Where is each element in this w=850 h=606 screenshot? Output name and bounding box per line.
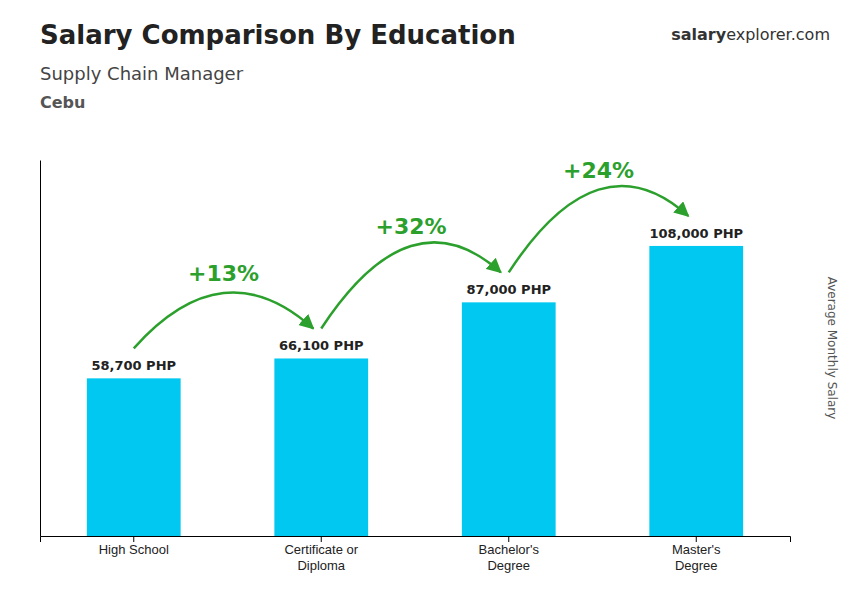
x-axis-line: [41, 537, 791, 543]
subtitle: Supply Chain Manager: [40, 63, 244, 84]
bar: [462, 302, 556, 536]
x-tick-label-line: Master's: [672, 542, 721, 557]
x-tick: Bachelor'sDegree: [479, 536, 540, 573]
arrow: [509, 186, 689, 272]
chart: Salary Comparison By Education Supply Cha…: [0, 0, 850, 606]
plot: High School Certificate orDiploma Bachelor…: [41, 158, 791, 573]
y-axis-title: Average Monthly Salary: [825, 277, 839, 420]
arrow-label: +24%: [563, 158, 634, 183]
annotations: +13% +32% +24%: [134, 158, 689, 349]
x-tick-label: High School: [99, 542, 169, 557]
bars: [87, 246, 743, 536]
x-tick-label-line: Certificate or: [284, 542, 358, 557]
x-tick-mark: [321, 536, 322, 542]
data-label: 108,000 PHP: [649, 226, 743, 241]
x-tick-label-line: High School: [99, 542, 169, 557]
website-part: .com: [791, 25, 830, 44]
y-axis-line: [40, 161, 41, 537]
x-tick: Master'sDegree: [672, 536, 721, 573]
data-label: 58,700 PHP: [91, 358, 176, 373]
arrow: [321, 242, 501, 328]
website: salaryexplorer.com: [671, 25, 830, 44]
location: Cebu: [40, 93, 85, 112]
x-tick: High School: [99, 536, 169, 557]
x-tick-mark: [508, 536, 509, 542]
data-label: 66,100 PHP: [279, 338, 364, 353]
x-tick-mark: [133, 536, 134, 542]
x-tick-label-line: Diploma: [297, 558, 345, 573]
x-tick-mark: [696, 536, 697, 542]
arrow-label: +13%: [188, 261, 259, 286]
website-part: explorer: [726, 25, 792, 44]
arrow: [134, 293, 314, 349]
data-label: 87,000 PHP: [466, 282, 551, 297]
bar: [274, 358, 368, 536]
title: Salary Comparison By Education: [40, 20, 516, 50]
bar: [649, 246, 743, 536]
data-labels: 58,700 PHP 66,100 PHP 87,000 PHP 108,000 PH…: [91, 226, 743, 373]
y-axis: [40, 161, 41, 537]
x-tick-label-line: Degree: [487, 558, 530, 573]
x-tick-label: Bachelor'sDegree: [479, 542, 540, 573]
x-tick-label-line: Bachelor's: [479, 542, 540, 557]
arrow-label: +32%: [375, 214, 446, 239]
x-axis: High School Certificate orDiploma Bachelor…: [41, 536, 791, 573]
website-part: salary: [671, 25, 726, 44]
bar: [87, 378, 181, 536]
x-tick-label: Certificate orDiploma: [284, 542, 358, 573]
x-tick-label: Master'sDegree: [672, 542, 721, 573]
x-tick: Certificate orDiploma: [284, 536, 358, 573]
x-tick-label-line: Degree: [675, 558, 718, 573]
